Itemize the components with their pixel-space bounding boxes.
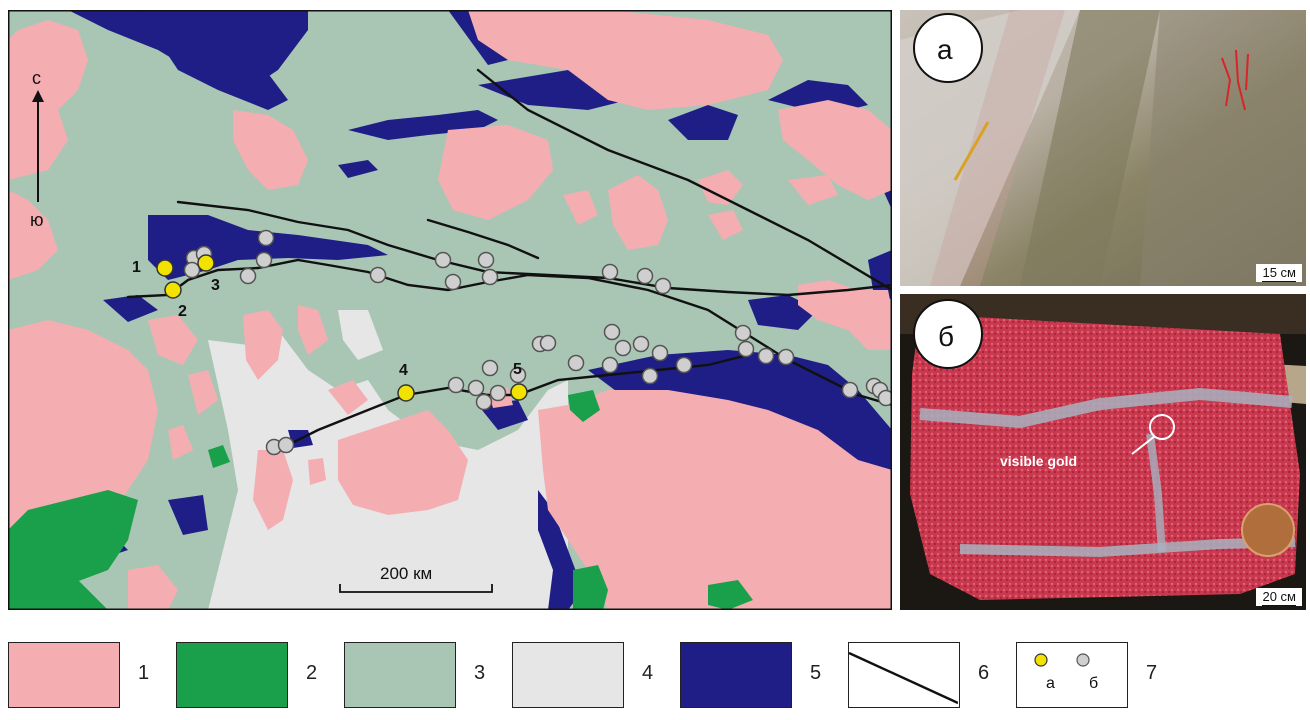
fault-line-icon	[849, 651, 958, 705]
legend-number-3: 3	[474, 662, 486, 684]
photo-a-scale-bar	[1262, 281, 1296, 282]
map-unit-1-areas	[8, 10, 892, 610]
site-2-marker	[164, 281, 182, 299]
south-label: ю	[30, 210, 44, 230]
map-scale-bar: 200 км	[339, 564, 493, 593]
site-label-1: 1	[132, 259, 141, 276]
legend-number-1: 1	[138, 662, 150, 684]
photo-a-scale-label: 15 см	[1262, 265, 1296, 280]
site-label-3: 3	[211, 277, 220, 294]
photo-a-image: а	[900, 10, 1306, 286]
north-arrow: с ю	[30, 68, 44, 230]
site-points-icon: а б	[1034, 653, 1098, 692]
legend-number-2: 2	[306, 662, 318, 684]
map-yellow-sites	[156, 254, 528, 402]
site-label-2: 2	[178, 303, 187, 320]
site-3-marker	[197, 254, 215, 272]
photo-b-letter: б	[938, 321, 954, 352]
legend-number-5: 5	[810, 662, 822, 684]
map-unit-2-areas	[8, 390, 753, 610]
map-legend: 1 2 3 4 5 6 а б 7	[8, 640, 1308, 712]
legend-swatch-1	[8, 642, 120, 708]
photo-b-image: visible gold б	[900, 294, 1306, 610]
legend-swatch-5	[680, 642, 792, 708]
geological-map: 1 2 3 4 5 с ю 200 км	[8, 10, 895, 610]
legend-swatch-6	[848, 642, 960, 708]
legend-swatch-7: а б	[1016, 642, 1128, 708]
photo-b-scale: 20 см	[1256, 588, 1302, 606]
site-5-marker	[510, 383, 528, 401]
legend-swatch-2	[176, 642, 288, 708]
legend-number-4: 4	[642, 662, 654, 684]
legend-point-label-a: а	[1046, 675, 1055, 692]
site-label-4: 4	[399, 362, 408, 379]
legend-number-6: 6	[978, 662, 990, 684]
map-scale-label: 200 км	[380, 564, 432, 583]
visible-gold-annotation: visible gold	[1000, 453, 1077, 469]
photo-a: а 15 см	[900, 10, 1306, 286]
legend-swatch-3	[344, 642, 456, 708]
north-label: с	[32, 68, 41, 88]
legend-swatch-4	[512, 642, 624, 708]
legend-point-label-b: б	[1089, 675, 1098, 692]
map-canvas: 1 2 3 4 5 с ю 200 км	[8, 10, 895, 610]
photo-b-scale-bar	[1262, 605, 1296, 606]
site-1-marker	[156, 259, 174, 277]
photo-a-scale: 15 см	[1256, 264, 1302, 282]
photo-a-letter: а	[937, 34, 953, 65]
map-frame	[8, 10, 892, 610]
photo-b-scale-label: 20 см	[1262, 589, 1296, 604]
site-4-marker	[397, 384, 415, 402]
legend-number-7: 7	[1146, 662, 1158, 684]
map-grey-sites	[183, 229, 895, 456]
photo-b: visible gold б 20 см	[900, 294, 1306, 610]
site-label-5: 5	[513, 361, 522, 378]
